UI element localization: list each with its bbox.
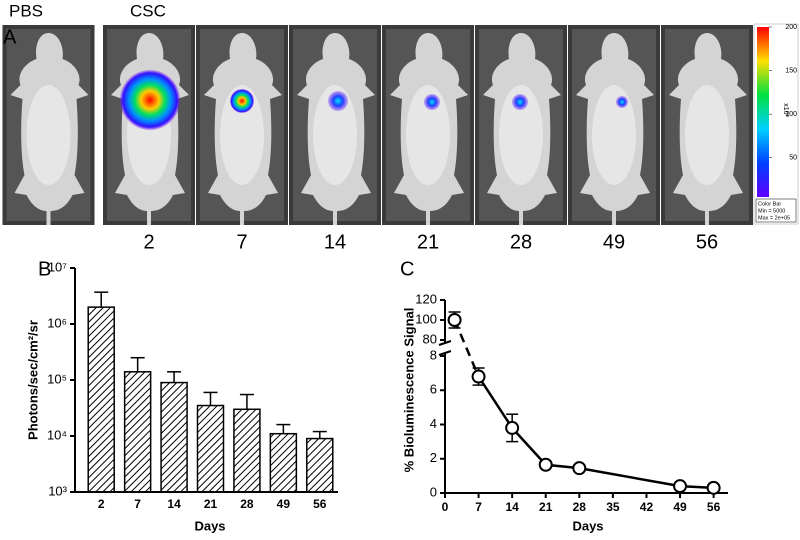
x-tick-label: 0 xyxy=(442,500,449,514)
point xyxy=(471,369,486,384)
x-tick-label: 7 xyxy=(134,497,141,511)
x-tick-label: 56 xyxy=(707,500,721,514)
x-tick-label: 49 xyxy=(277,497,291,511)
colorbar-box xyxy=(755,198,797,223)
colorbar-tick-label: 100 xyxy=(785,111,797,118)
point xyxy=(505,420,520,435)
signal-blob xyxy=(512,94,528,110)
chart-b: B Photons/sec/cm²/sr Days 10³ 10⁴ 10⁵ 10⁶ 10⁷ 2 7… xyxy=(25,258,338,533)
x-tick-label: 2 xyxy=(98,497,105,511)
y-tick-label: 10⁶ xyxy=(47,315,67,330)
x-axis-label: Days xyxy=(572,518,603,533)
day-label: 21 xyxy=(417,231,439,253)
bar xyxy=(87,306,115,493)
x-tick-label: 28 xyxy=(573,500,587,514)
line-segment-dashed xyxy=(453,319,480,378)
y-tick-label: 120 xyxy=(415,291,437,306)
mouse-image xyxy=(2,25,95,225)
panel-label: A xyxy=(3,26,17,48)
bar xyxy=(123,371,152,493)
y-tick-label: 2 xyxy=(430,450,437,465)
x-tick-label: 56 xyxy=(313,497,327,511)
y-tick-label: 4 xyxy=(430,416,437,431)
bar xyxy=(196,404,225,493)
axes xyxy=(444,300,728,494)
x-tick-label: 28 xyxy=(240,497,254,511)
x-tick-label: 42 xyxy=(640,500,654,514)
colorbar-box-text: Color Bar xyxy=(758,201,781,207)
x-tick-label: 21 xyxy=(539,500,553,514)
y-tick-label: 10⁵ xyxy=(47,371,67,386)
day-label: 56 xyxy=(696,231,718,253)
panel-label: C xyxy=(400,258,414,280)
colorbar-tick-label: 200 xyxy=(785,24,797,31)
colorbar-tick-label: 50 xyxy=(789,155,797,162)
x-tick-label: 21 xyxy=(204,497,218,511)
point xyxy=(673,479,688,494)
axis-break xyxy=(438,340,452,356)
signal-blob xyxy=(424,94,440,110)
panel-label: B xyxy=(38,258,51,280)
mouse-image xyxy=(289,25,381,225)
colorbar-unit: x10³ xyxy=(782,103,789,117)
group-label: CSC xyxy=(130,1,166,20)
bar xyxy=(233,408,261,493)
mouse-image xyxy=(382,25,474,225)
y-tick-label: 80 xyxy=(423,331,437,346)
mouse-image xyxy=(661,25,753,225)
y-tick-label: 8 xyxy=(430,347,437,362)
bar xyxy=(269,432,298,493)
signal-blob xyxy=(120,70,180,130)
group-label: PBS xyxy=(9,1,43,20)
mouse-image xyxy=(196,25,288,225)
colorbar-box-text: Min = 5000 xyxy=(758,208,785,214)
x-tick-label: 14 xyxy=(167,497,181,511)
bar xyxy=(160,381,188,493)
x-tick-label: 35 xyxy=(606,500,620,514)
chart-c: C % Bioluminescence Signal Days 0 2 4 6 880 100 1… xyxy=(400,258,728,533)
colorbar-box-text: Max = 2e+05 xyxy=(758,215,790,221)
point xyxy=(706,480,721,495)
point xyxy=(538,457,553,472)
day-label: 7 xyxy=(236,231,247,253)
y-tick-label: 10³ xyxy=(48,483,67,498)
y-tick-label: 100 xyxy=(415,311,437,326)
colorbar-tick-label: 150 xyxy=(785,67,797,74)
signal-blob xyxy=(616,96,628,108)
signal-blob xyxy=(230,89,254,113)
x-axis-label: Days xyxy=(194,518,225,533)
x-tick-label: 14 xyxy=(505,500,519,514)
axes xyxy=(74,268,338,493)
day-label: 49 xyxy=(603,231,625,253)
point xyxy=(572,461,587,476)
mouse-image xyxy=(475,25,567,225)
y-tick-label: 10⁴ xyxy=(47,427,67,442)
x-tick-label: 7 xyxy=(475,500,482,514)
y-tick-label: 0 xyxy=(430,484,437,499)
colorbar xyxy=(757,27,769,197)
bar xyxy=(306,437,334,493)
y-axis-label: % Bioluminescence Signal xyxy=(401,308,416,473)
y-axis-label: Photons/sec/cm²/sr xyxy=(25,320,40,440)
day-label: 28 xyxy=(510,231,532,253)
y-tick-label: 10⁷ xyxy=(48,259,67,274)
day-label: 2 xyxy=(143,231,154,253)
point xyxy=(447,313,462,327)
day-label: 14 xyxy=(324,231,346,253)
x-tick-label: 49 xyxy=(673,500,687,514)
mouse-image xyxy=(568,25,660,225)
y-tick-label: 6 xyxy=(430,382,437,397)
signal-blob xyxy=(328,91,348,111)
